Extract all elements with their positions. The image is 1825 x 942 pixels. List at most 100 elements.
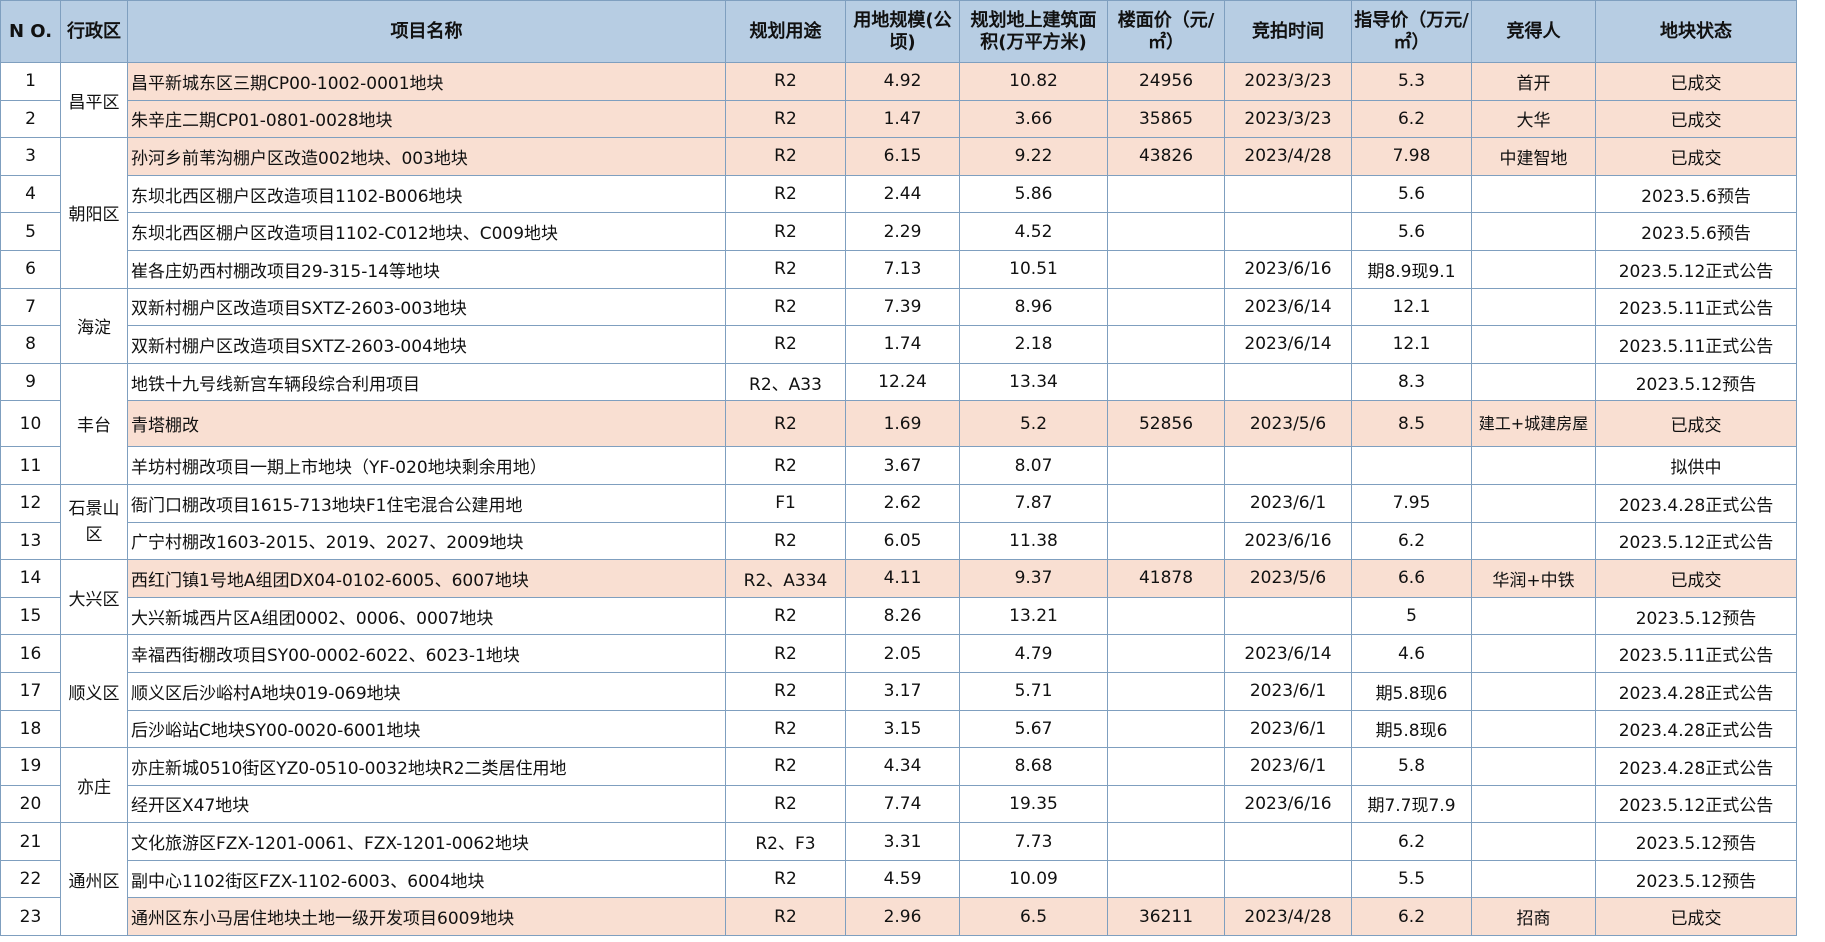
cell-usage: R2: [725, 325, 846, 364]
cell-guide-price: 8.5: [1351, 400, 1472, 448]
cell-usage: R2、A33: [725, 362, 846, 402]
table-row: 7 海淀 双新村棚户区改造项目SXTZ-2603-003地块 R2 7.39 8.96 20…: [0, 287, 1797, 364]
cell-project-name: 广宁村棚改1603-2015、2019、2027、2009地块: [127, 521, 726, 561]
cell-gfa: 2.18: [959, 325, 1108, 364]
cell-no: 1: [0, 62, 61, 101]
cell-no: 23: [0, 897, 61, 937]
cell-district: 通州区: [60, 822, 128, 937]
table-row: 4 东坝北西区棚户区改造项目1102-B006地块 R2 2.44 5.86 5.6 202…: [0, 174, 1797, 214]
cell-land-area: 12.24: [845, 362, 960, 402]
cell-project-name: 经开区X47地块: [127, 784, 726, 824]
table-row: 20 经开区X47地块 R2 7.74 19.35 2023/6/16 期7.7现7.9 20…: [0, 784, 1797, 824]
cell-winner: 大华: [1471, 99, 1596, 139]
cell-gfa: 6.5: [959, 897, 1108, 937]
cell-guide-price: 4.6: [1351, 634, 1472, 673]
cell-district: 昌平区: [60, 61, 128, 139]
header-guide-price: 指导价（万元/㎡）: [1351, 0, 1472, 63]
cell-gfa: 7.87: [959, 483, 1108, 523]
cell-winner: 华润+中铁: [1471, 559, 1596, 598]
cell-no: 22: [0, 859, 61, 899]
cell-no: 4: [0, 174, 61, 214]
cell-usage: R2: [725, 859, 846, 899]
cell-land-area: 4.34: [845, 747, 960, 786]
table-row: 12 石景山区 衙门口棚改项目1615-713地块F1住宅混合公建用地 F1 2.62 7…: [0, 483, 1797, 561]
table-row: 17 顺义区后沙峪村A地块019-069地块 R2 3.17 5.71 2023/6/1 期…: [0, 671, 1797, 711]
cell-no: 20: [0, 784, 61, 824]
cell-project-name: 文化旅游区FZX-1201-0061、FZX-1201-0062地块: [127, 822, 726, 861]
cell-status: 已成交: [1595, 400, 1797, 448]
cell-auction-date: [1224, 212, 1352, 251]
cell-auction-date: 2023/6/16: [1224, 784, 1352, 824]
cell-gfa: 5.2: [959, 400, 1108, 448]
header-land-area: 用地规模(公顷): [845, 0, 960, 63]
table-row: 21 通州区 文化旅游区FZX-1201-0061、FZX-1201-0062地块 R…: [0, 822, 1797, 937]
cell-project-name: 双新村棚户区改造项目SXTZ-2603-004地块: [127, 325, 726, 364]
cell-floor-price: [1107, 822, 1225, 861]
cell-land-area: 2.29: [845, 212, 960, 251]
cell-project-name: 幸福西街棚改项目SY00-0002-6022、6023-1地块: [127, 634, 726, 673]
cell-usage: R2: [725, 212, 846, 251]
cell-auction-date: 2023/6/14: [1224, 634, 1352, 673]
cell-auction-date: [1224, 446, 1352, 485]
cell-no: 9: [0, 362, 61, 402]
cell-district: 大兴区: [60, 559, 128, 636]
cell-floor-price: 43826: [1107, 137, 1225, 176]
cell-no: 14: [0, 559, 61, 598]
cell-usage: R2: [725, 62, 846, 101]
cell-usage: R2、F3: [725, 822, 846, 861]
cell-floor-price: [1107, 212, 1225, 251]
header-winner: 竞得人: [1471, 0, 1596, 63]
cell-status: 已成交: [1595, 62, 1797, 101]
table-row: 19 亦庄 亦庄新城0510街区YZ0-0510-0032地块R2二类居住用地 R2 4…: [0, 747, 1797, 824]
cell-auction-date: 2023/6/1: [1224, 671, 1352, 711]
cell-no: 6: [0, 249, 61, 289]
cell-guide-price: 6.2: [1351, 99, 1472, 139]
cell-project-name: 通州区东小马居住地块土地一级开发项目6009地块: [127, 897, 726, 937]
cell-floor-price: [1107, 784, 1225, 824]
cell-usage: R2: [725, 596, 846, 636]
cell-guide-price: 5.3: [1351, 62, 1472, 101]
cell-auction-date: 2023/4/28: [1224, 137, 1352, 176]
table-row: 5 东坝北西区棚户区改造项目1102-C012地块、C009地块 R2 2.29 4.5…: [0, 212, 1797, 251]
cell-status: 2023.5.6预告: [1595, 174, 1797, 214]
cell-floor-price: [1107, 747, 1225, 786]
header-usage: 规划用途: [725, 0, 846, 63]
cell-guide-price: 7.98: [1351, 137, 1472, 176]
cell-winner: 建工+城建房屋: [1471, 400, 1596, 448]
cell-floor-price: [1107, 634, 1225, 673]
cell-no: 11: [0, 446, 61, 485]
header-floor-price: 楼面价（元/㎡）: [1107, 0, 1225, 63]
header-status: 地块状态: [1595, 0, 1797, 63]
cell-no: 18: [0, 709, 61, 749]
cell-usage: R2: [725, 634, 846, 673]
cell-winner: 中建智地: [1471, 137, 1596, 176]
cell-auction-date: 2023/3/23: [1224, 99, 1352, 139]
cell-auction-date: 2023/5/6: [1224, 559, 1352, 598]
cell-no: 2: [0, 99, 61, 139]
cell-project-name: 大兴新城西片区A组团0002、0006、0007地块: [127, 596, 726, 636]
cell-district: 亦庄: [60, 747, 128, 824]
cell-no: 13: [0, 521, 61, 561]
cell-status: 拟供中: [1595, 446, 1797, 485]
cell-status: 2023.4.28正式公告: [1595, 671, 1797, 711]
cell-project-name: 亦庄新城0510街区YZ0-0510-0032地块R2二类居住用地: [127, 747, 726, 786]
cell-winner: [1471, 634, 1596, 673]
cell-winner: [1471, 521, 1596, 561]
cell-usage: R2: [725, 446, 846, 485]
cell-guide-price: 6.2: [1351, 521, 1472, 561]
cell-gfa: 4.79: [959, 634, 1108, 673]
cell-project-name: 羊坊村棚改项目一期上市地块（YF-020地块剩余用地）: [127, 446, 726, 485]
cell-floor-price: [1107, 859, 1225, 899]
cell-gfa: 5.67: [959, 709, 1108, 749]
table-row: 3 朝阳区 孙河乡前苇沟棚户区改造002地块、003地块 R2 6.15 9.22 4382…: [0, 137, 1797, 289]
cell-usage: R2: [725, 174, 846, 214]
cell-no: 3: [0, 137, 61, 176]
cell-floor-price: 36211: [1107, 897, 1225, 937]
cell-gfa: 13.21: [959, 596, 1108, 636]
cell-project-name: 西红门镇1号地A组团DX04-0102-6005、6007地块: [127, 559, 726, 598]
cell-no: 8: [0, 325, 61, 364]
cell-floor-price: 41878: [1107, 559, 1225, 598]
cell-project-name: 东坝北西区棚户区改造项目1102-C012地块、C009地块: [127, 212, 726, 251]
cell-auction-date: 2023/6/16: [1224, 249, 1352, 289]
cell-auction-date: 2023/4/28: [1224, 897, 1352, 937]
